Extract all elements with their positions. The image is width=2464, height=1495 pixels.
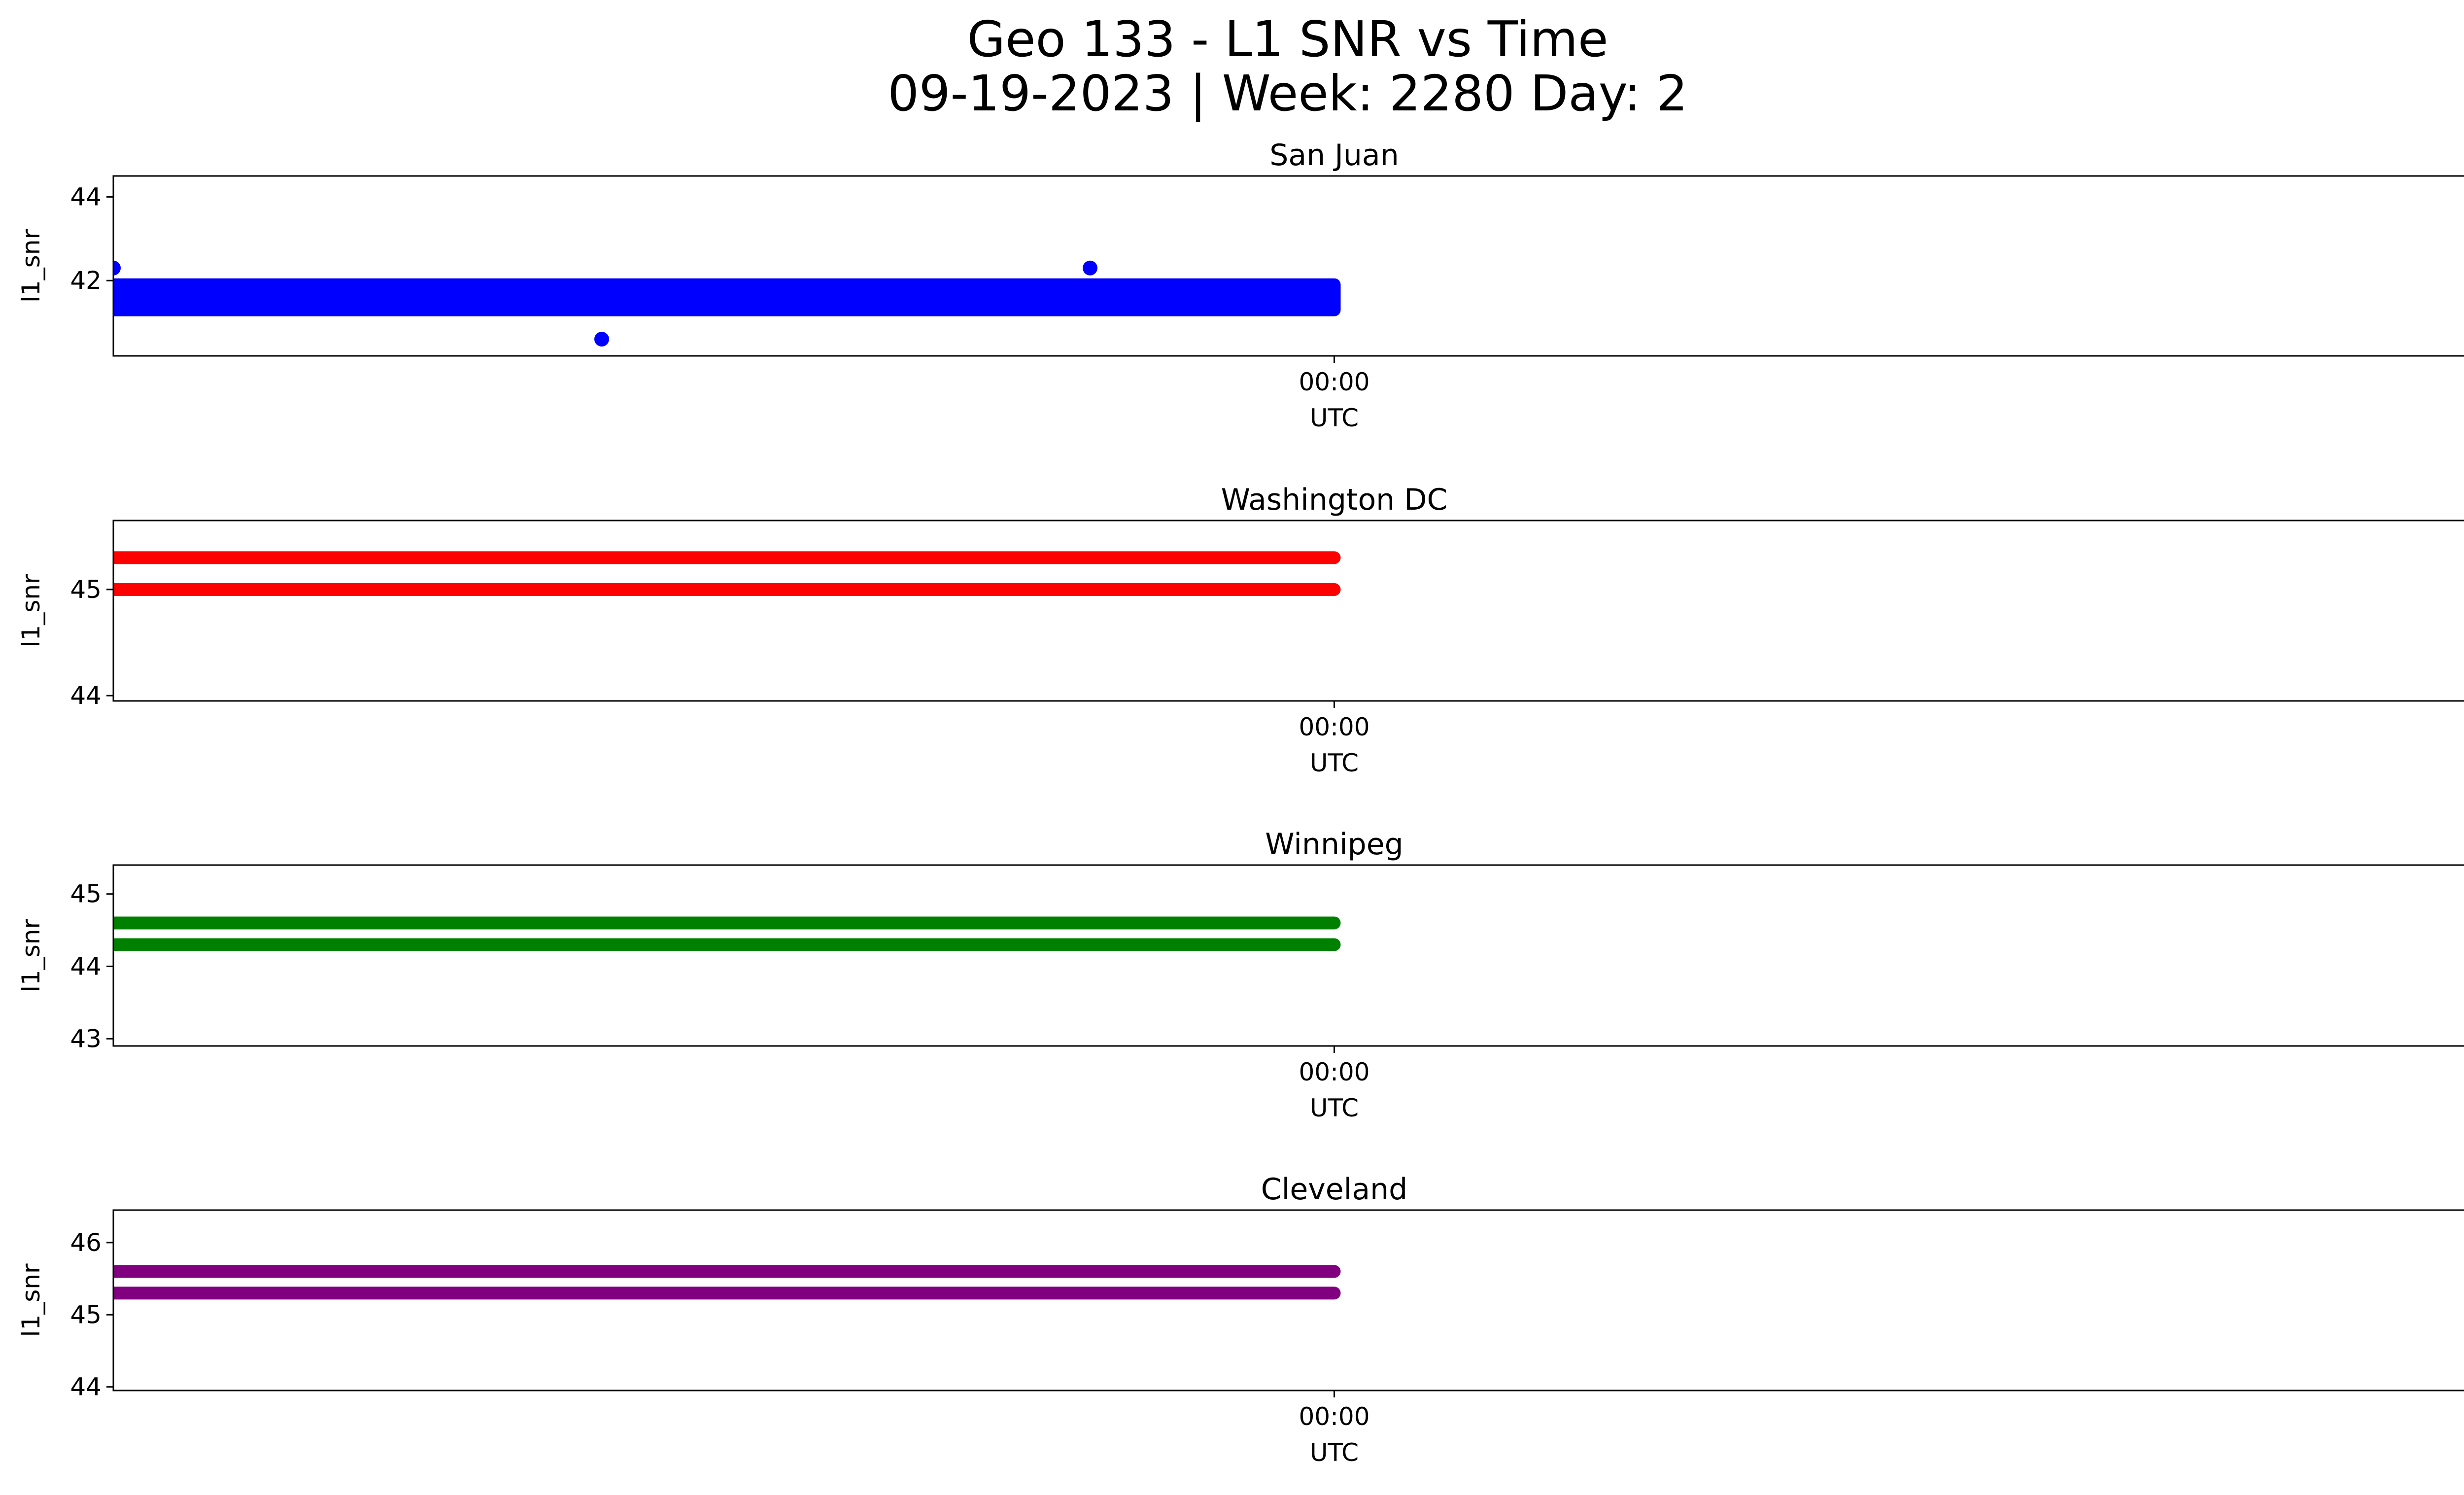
- x-axis-label: UTC: [1310, 1094, 1359, 1122]
- y-tick-label: 42: [70, 266, 102, 295]
- point-band: [113, 583, 1341, 596]
- point-band: [113, 278, 1341, 316]
- subplot-4: 00:0003:0006:0009:0012:0015:0018:0021:00…: [17, 1172, 2464, 1467]
- axes-frame: [112, 175, 2464, 357]
- x-tick-label: 00:00: [1299, 1058, 1369, 1086]
- data-point: [1083, 260, 1097, 276]
- scatter-points: [113, 1265, 1341, 1300]
- subplot-3: 00:0003:0006:0009:0012:0015:0018:0021:00…: [17, 827, 2464, 1122]
- scatter-points: [113, 260, 1341, 347]
- y-tick-label: 46: [70, 1228, 102, 1257]
- subplot-1: 00:0003:0006:0009:0012:0015:0018:0021:00…: [17, 138, 2464, 432]
- y-axis-label: l1_snr: [17, 574, 45, 647]
- y-axis-label: l1_snr: [17, 919, 45, 992]
- subplot-title: Winnipeg: [1265, 827, 1403, 862]
- y-tick-label: 44: [70, 952, 102, 981]
- y-tick-label: 45: [70, 1300, 102, 1329]
- point-band: [113, 1265, 1341, 1278]
- x-tick-label: 00:00: [1299, 1402, 1369, 1431]
- axes-frame: [112, 1209, 2464, 1391]
- x-axis-label: UTC: [1310, 749, 1359, 777]
- subplot-title: San Juan: [1269, 138, 1399, 173]
- axes-frame: [112, 864, 2464, 1047]
- x-tick-label: 00:00: [1299, 713, 1369, 741]
- y-tick-label: 44: [70, 182, 102, 211]
- subplot-title: Washington DC: [1221, 483, 1448, 517]
- point-band: [113, 938, 1341, 951]
- x-tick-label: 00:00: [1299, 368, 1369, 396]
- data-point: [594, 332, 609, 347]
- x-axis-label: UTC: [1310, 404, 1359, 432]
- y-tick-label: 44: [70, 681, 102, 710]
- y-axis-label: l1_snr: [17, 229, 45, 303]
- y-axis-label: l1_snr: [17, 1263, 45, 1337]
- point-band: [113, 916, 1341, 930]
- scatter-points: [113, 551, 1341, 596]
- point-band: [113, 1286, 1341, 1300]
- figure-title-line-2: 09-19-2023 | Week: 2280 Day: 2: [888, 65, 1688, 122]
- subplot-2: 00:0003:0006:0009:0012:0015:0018:0021:00…: [17, 483, 2464, 777]
- scatter-points: [113, 916, 1341, 951]
- data-point: [113, 260, 121, 276]
- point-band: [113, 551, 1341, 564]
- subplot-title: Cleveland: [1261, 1172, 1407, 1207]
- y-tick-label: 43: [70, 1024, 102, 1053]
- figure-title-line-1: Geo 133 - L1 SNR vs Time: [967, 10, 1608, 68]
- y-tick-label: 45: [70, 880, 102, 908]
- axes-frame: [112, 520, 2464, 702]
- y-tick-label: 44: [70, 1373, 102, 1401]
- y-tick-label: 45: [70, 575, 102, 604]
- x-axis-label: UTC: [1310, 1438, 1359, 1467]
